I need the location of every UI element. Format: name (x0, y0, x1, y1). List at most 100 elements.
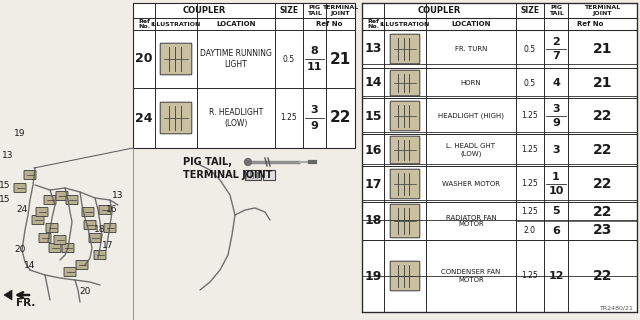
Text: 8: 8 (310, 46, 318, 56)
FancyBboxPatch shape (245, 170, 261, 180)
Text: 3: 3 (552, 145, 560, 155)
Text: 22: 22 (593, 177, 612, 191)
Text: Ref No: Ref No (316, 21, 342, 27)
Text: 2.0: 2.0 (524, 226, 536, 235)
Text: 15: 15 (0, 196, 11, 204)
Text: 14: 14 (364, 76, 381, 90)
Text: 16: 16 (106, 205, 118, 214)
Text: TERMINAL JOINT: TERMINAL JOINT (183, 170, 273, 180)
Text: 0.5: 0.5 (283, 54, 295, 63)
Text: 1.25: 1.25 (522, 271, 538, 281)
Text: COUPLER: COUPLER (182, 6, 226, 15)
Text: 22: 22 (593, 269, 612, 283)
Text: 9: 9 (310, 121, 319, 131)
FancyBboxPatch shape (160, 43, 192, 75)
Text: 1: 1 (552, 172, 560, 182)
Text: 22: 22 (330, 110, 351, 125)
Text: 12: 12 (548, 271, 564, 281)
FancyBboxPatch shape (390, 136, 420, 164)
Text: WASHER MOTOR: WASHER MOTOR (442, 181, 500, 187)
Polygon shape (4, 290, 12, 300)
FancyBboxPatch shape (263, 170, 275, 180)
Text: 21: 21 (330, 52, 351, 67)
FancyBboxPatch shape (54, 236, 66, 244)
Text: 19: 19 (14, 130, 26, 139)
Text: 5: 5 (552, 206, 560, 217)
FancyBboxPatch shape (24, 171, 36, 180)
FancyBboxPatch shape (82, 207, 94, 217)
Text: 2: 2 (552, 37, 560, 47)
FancyBboxPatch shape (390, 70, 420, 96)
Text: 6: 6 (552, 226, 560, 236)
Text: 13: 13 (3, 150, 13, 159)
Text: RADIATOR FAN
MOTOR: RADIATOR FAN MOTOR (445, 214, 497, 228)
Text: 7: 7 (552, 51, 560, 61)
Bar (362, 3, 637, 312)
FancyBboxPatch shape (390, 204, 420, 238)
Text: 0.5: 0.5 (524, 44, 536, 53)
FancyBboxPatch shape (94, 251, 106, 260)
Text: 13: 13 (112, 190, 124, 199)
Text: HEADLIGHT (HIGH): HEADLIGHT (HIGH) (438, 113, 504, 119)
Text: Ref
No.: Ref No. (138, 19, 150, 29)
FancyBboxPatch shape (160, 102, 192, 134)
FancyBboxPatch shape (89, 234, 101, 243)
Text: 3: 3 (552, 104, 560, 114)
Text: 0.5: 0.5 (524, 78, 536, 87)
Text: 20: 20 (14, 245, 26, 254)
FancyBboxPatch shape (64, 268, 76, 276)
Text: SIZE: SIZE (280, 6, 299, 15)
Text: SIZE: SIZE (520, 6, 540, 15)
FancyBboxPatch shape (39, 234, 51, 243)
FancyBboxPatch shape (32, 215, 44, 225)
FancyBboxPatch shape (14, 183, 26, 193)
Text: 24: 24 (135, 111, 153, 124)
Text: PIG
TAIL: PIG TAIL (307, 5, 322, 16)
Text: 23: 23 (593, 223, 612, 237)
FancyBboxPatch shape (390, 34, 420, 64)
Text: LOCATION: LOCATION (451, 21, 491, 27)
Text: 4: 4 (552, 78, 560, 88)
Text: ILLUSTRATION: ILLUSTRATION (151, 21, 201, 27)
Text: 16: 16 (364, 143, 381, 156)
Text: FR.: FR. (16, 298, 36, 308)
Text: R. HEADLIGHT
(LOW): R. HEADLIGHT (LOW) (209, 108, 263, 128)
Text: L. HEADL GHT
(LOW): L. HEADL GHT (LOW) (447, 143, 495, 157)
FancyBboxPatch shape (46, 223, 58, 233)
FancyBboxPatch shape (44, 196, 56, 204)
Text: 22: 22 (593, 204, 612, 219)
Text: Ref
No.: Ref No. (367, 19, 379, 29)
Text: TERMINAL
JOINT: TERMINAL JOINT (584, 5, 621, 16)
Text: TR2480/21: TR2480/21 (600, 306, 634, 310)
Text: 22: 22 (593, 109, 612, 123)
Text: PIG
TAIL: PIG TAIL (548, 5, 563, 16)
FancyBboxPatch shape (66, 196, 78, 204)
Text: LOCATION: LOCATION (216, 21, 256, 27)
Text: 17: 17 (102, 241, 114, 250)
Text: 18: 18 (364, 214, 381, 228)
Text: 15: 15 (364, 109, 381, 123)
FancyBboxPatch shape (84, 220, 96, 229)
Text: COUPLER: COUPLER (417, 6, 461, 15)
Text: 1.25: 1.25 (280, 114, 298, 123)
Text: CONDENSER FAN
MOTOR: CONDENSER FAN MOTOR (442, 269, 500, 283)
FancyBboxPatch shape (62, 244, 74, 252)
Text: FR. TURN: FR. TURN (455, 46, 487, 52)
Text: 21: 21 (593, 76, 612, 90)
Text: 20: 20 (135, 52, 153, 66)
Text: 9: 9 (552, 118, 560, 128)
FancyBboxPatch shape (99, 205, 111, 214)
Text: 3: 3 (310, 105, 318, 115)
Text: 18: 18 (94, 226, 106, 235)
Text: DAYTIME RUNNING
LIGHT: DAYTIME RUNNING LIGHT (200, 49, 272, 69)
FancyBboxPatch shape (390, 169, 420, 199)
Text: 10: 10 (548, 186, 564, 196)
Text: 1.25: 1.25 (522, 207, 538, 216)
Text: ILLUSTRATION: ILLUSTRATION (380, 21, 430, 27)
Text: Ref No: Ref No (577, 21, 604, 27)
FancyBboxPatch shape (104, 223, 116, 233)
FancyBboxPatch shape (76, 260, 88, 269)
Text: 24: 24 (17, 205, 28, 214)
FancyBboxPatch shape (49, 244, 61, 252)
Text: 1.25: 1.25 (522, 146, 538, 155)
